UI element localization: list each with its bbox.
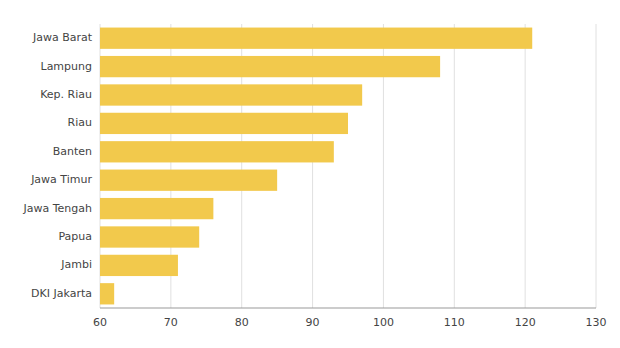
tick-label: 60: [93, 316, 107, 329]
bar: [100, 255, 178, 276]
axis-line: [100, 308, 596, 309]
bar: [100, 141, 334, 162]
category-label: Jawa Tengah: [22, 202, 92, 215]
tick-label: 130: [586, 316, 607, 329]
tick-label: 100: [373, 316, 394, 329]
tick-label: 90: [306, 316, 320, 329]
category-label: Banten: [53, 145, 92, 158]
y-axis: DKI Jakarta Jambi Papua Jawa Tengah Jawa Tim…: [22, 31, 92, 300]
grid-line: [525, 24, 526, 308]
grid-line: [596, 24, 597, 308]
category-label: Kep. Riau: [40, 88, 92, 101]
chart: 60 70 80 90 100 110 120 130 DKI Jakarta Jambi Papu…: [0, 0, 620, 348]
bar: [100, 28, 532, 49]
bar: [100, 84, 362, 105]
bar: [100, 283, 114, 304]
bar: [100, 170, 277, 191]
category-label: Jambi: [60, 258, 92, 271]
tick-label: 70: [164, 316, 178, 329]
bar: [100, 198, 213, 219]
category-label: Papua: [58, 230, 92, 243]
bar: [100, 113, 348, 134]
tick-label: 80: [235, 316, 249, 329]
category-label: Jawa Barat: [32, 31, 93, 44]
tick-label: 110: [444, 316, 465, 329]
category-label: Jawa Timur: [30, 173, 92, 186]
grid-line: [454, 24, 455, 308]
bar: [100, 226, 199, 247]
category-label: DKI Jakarta: [31, 287, 92, 300]
x-axis: 60 70 80 90 100 110 120 130: [93, 308, 607, 329]
bar: [100, 56, 440, 77]
bars: [100, 28, 532, 305]
category-label: Riau: [68, 116, 92, 129]
tick-label: 120: [515, 316, 536, 329]
category-label: Lampung: [41, 60, 93, 73]
